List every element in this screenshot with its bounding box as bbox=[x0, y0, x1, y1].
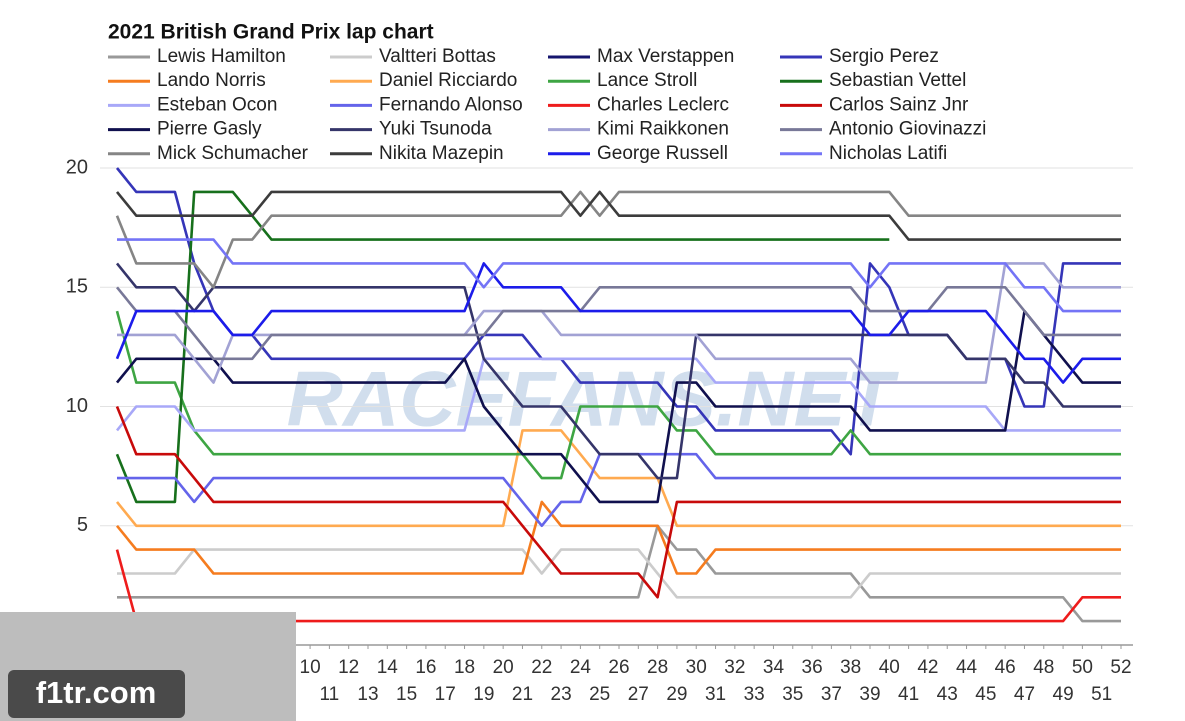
x-tick-label: 39 bbox=[859, 684, 880, 705]
driver-line bbox=[115, 262, 1121, 384]
x-tick-label: 51 bbox=[1091, 684, 1112, 705]
legend-label: Yuki Tsunoda bbox=[379, 119, 492, 140]
x-tick-label: 20 bbox=[493, 657, 514, 678]
x-tick-label: 28 bbox=[647, 657, 668, 678]
y-tick-label: 5 bbox=[77, 514, 88, 536]
driver-line bbox=[117, 548, 1121, 599]
plot-area: 5 10 15 20 10 11 12 13 14 15 16 17 18 19 20 21 22 23 24 25 2… bbox=[66, 156, 1133, 705]
x-tick-label: 26 bbox=[608, 657, 629, 678]
driver-line bbox=[115, 429, 1121, 528]
legend-label: Valtteri Bottas bbox=[379, 46, 496, 67]
driver-line bbox=[115, 309, 1121, 504]
x-tick-label: 41 bbox=[898, 684, 919, 705]
x-tick-label: 47 bbox=[1014, 684, 1035, 705]
legend-label: Sebastian Vettel bbox=[829, 70, 966, 91]
legend-label: Lewis Hamilton bbox=[157, 46, 286, 67]
legend-label: Lando Norris bbox=[157, 70, 266, 91]
legend-label: Carlos Sainz Jnr bbox=[829, 94, 969, 115]
x-tick-label: 13 bbox=[357, 684, 378, 705]
x-tick-label: 48 bbox=[1033, 657, 1054, 678]
x-tick-label: 40 bbox=[879, 657, 900, 678]
x-tick-label: 42 bbox=[917, 657, 938, 678]
x-tick-label: 18 bbox=[454, 657, 475, 678]
x-tick-label: 36 bbox=[802, 657, 823, 678]
driver-line bbox=[115, 357, 1121, 432]
x-tick-label: 11 bbox=[320, 684, 340, 705]
driver-line bbox=[117, 238, 1121, 313]
legend-label: Kimi Raikkonen bbox=[597, 119, 729, 140]
x-tick-label: 29 bbox=[666, 684, 687, 705]
driver-line bbox=[115, 406, 1121, 599]
x-tick-label: 52 bbox=[1110, 657, 1131, 678]
watermark: RACEFANS.NET bbox=[287, 355, 900, 443]
chart-title: 2021 British Grand Prix lap chart bbox=[108, 21, 434, 44]
x-tick-label: 15 bbox=[396, 684, 417, 705]
driver-line bbox=[115, 310, 1121, 480]
x-tick-label: 33 bbox=[744, 684, 765, 705]
legend-label: Mick Schumacher bbox=[157, 143, 309, 164]
x-tick-label: 23 bbox=[551, 684, 572, 705]
legend-label: Max Verstappen bbox=[597, 46, 734, 67]
legend-label: Nicholas Latifi bbox=[829, 143, 947, 164]
legend-label: Pierre Gasly bbox=[157, 119, 262, 140]
logo-box bbox=[8, 670, 185, 718]
x-tick-label: 38 bbox=[840, 657, 861, 678]
x-tick-label: 32 bbox=[724, 657, 745, 678]
x-tick-label: 27 bbox=[628, 684, 649, 705]
x-tick-label: 45 bbox=[975, 684, 996, 705]
x-tick-label: 19 bbox=[473, 684, 494, 705]
legend-label: Daniel Ricciardo bbox=[379, 70, 517, 91]
x-tick-label: 14 bbox=[377, 657, 399, 678]
driver-line bbox=[115, 500, 1121, 575]
x-tick-label: 50 bbox=[1072, 657, 1093, 678]
x-tick-label: 22 bbox=[531, 657, 552, 678]
y-tick-label: 20 bbox=[66, 156, 88, 178]
legend-label: Fernando Alonso bbox=[379, 94, 523, 115]
driver-line bbox=[115, 190, 1121, 289]
y-tick-label: 10 bbox=[66, 395, 88, 417]
logo-text: f1tr.com bbox=[36, 675, 157, 710]
y-tick-label: 15 bbox=[66, 276, 88, 298]
legend-label: Charles Leclerc bbox=[597, 94, 729, 115]
driver-line bbox=[117, 524, 1121, 623]
legend-label: Nikita Mazepin bbox=[379, 143, 504, 164]
legend-label: Lance Stroll bbox=[597, 70, 697, 91]
x-tick-label: 46 bbox=[995, 657, 1016, 678]
x-tick-label: 12 bbox=[338, 657, 359, 678]
x-tick-label: 31 bbox=[705, 684, 726, 705]
legend-label: Antonio Giovinazzi bbox=[829, 119, 986, 140]
x-tick-label: 37 bbox=[821, 684, 842, 705]
x-tick-label: 30 bbox=[686, 657, 707, 678]
x-tick-label: 17 bbox=[435, 684, 456, 705]
driver-line bbox=[115, 190, 890, 504]
x-tick-label: 24 bbox=[570, 657, 592, 678]
x-tick-label: 44 bbox=[956, 657, 978, 678]
x-tick-label: 21 bbox=[512, 684, 533, 705]
driver-line bbox=[115, 286, 1121, 361]
x-tick-label: 34 bbox=[763, 657, 785, 678]
legend-label: Sergio Perez bbox=[829, 46, 939, 67]
x-tick-label: 35 bbox=[782, 684, 803, 705]
x-tick-label: 25 bbox=[589, 684, 610, 705]
x-tick-label: 43 bbox=[937, 684, 958, 705]
driver-line bbox=[115, 262, 1121, 480]
x-tick-label: 16 bbox=[415, 657, 436, 678]
x-tick-label: 10 bbox=[300, 657, 321, 678]
legend-label: Esteban Ocon bbox=[157, 94, 277, 115]
x-tick-label: 49 bbox=[1053, 684, 1074, 705]
legend-label: George Russell bbox=[597, 143, 728, 164]
driver-line bbox=[115, 190, 1121, 241]
